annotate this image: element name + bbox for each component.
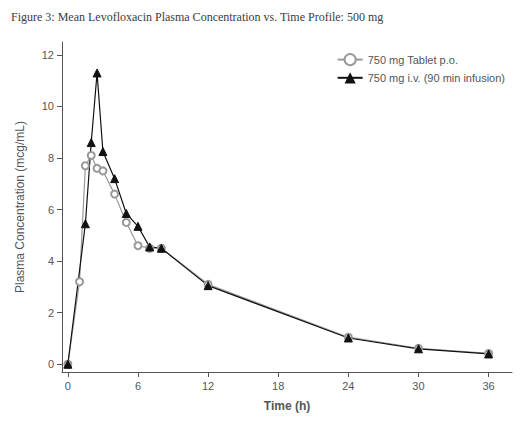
svg-text:12: 12 bbox=[42, 49, 54, 61]
svg-text:Figure 3: Mean Levofloxacin Pl: Figure 3: Mean Levofloxacin Plasma Conce… bbox=[11, 10, 383, 24]
svg-text:24: 24 bbox=[342, 380, 354, 392]
svg-text:6: 6 bbox=[135, 380, 141, 392]
svg-text:Time (h): Time (h) bbox=[264, 399, 310, 413]
svg-text:6: 6 bbox=[48, 204, 54, 216]
svg-text:2: 2 bbox=[48, 307, 54, 319]
svg-text:0: 0 bbox=[48, 358, 54, 370]
svg-text:0: 0 bbox=[65, 380, 71, 392]
svg-text:18: 18 bbox=[272, 380, 284, 392]
svg-text:36: 36 bbox=[482, 380, 494, 392]
svg-text:750 mg i.v. (90 min infusion): 750 mg i.v. (90 min infusion) bbox=[368, 72, 505, 84]
svg-text:30: 30 bbox=[412, 380, 424, 392]
svg-text:750 mg Tablet p.o.: 750 mg Tablet p.o. bbox=[368, 54, 458, 66]
svg-text:12: 12 bbox=[202, 380, 214, 392]
svg-text:8: 8 bbox=[48, 152, 54, 164]
svg-text:4: 4 bbox=[48, 255, 54, 267]
svg-text:10: 10 bbox=[42, 100, 54, 112]
svg-text:Plasma Concentration (mcg/mL): Plasma Concentration (mcg/mL) bbox=[13, 121, 27, 293]
